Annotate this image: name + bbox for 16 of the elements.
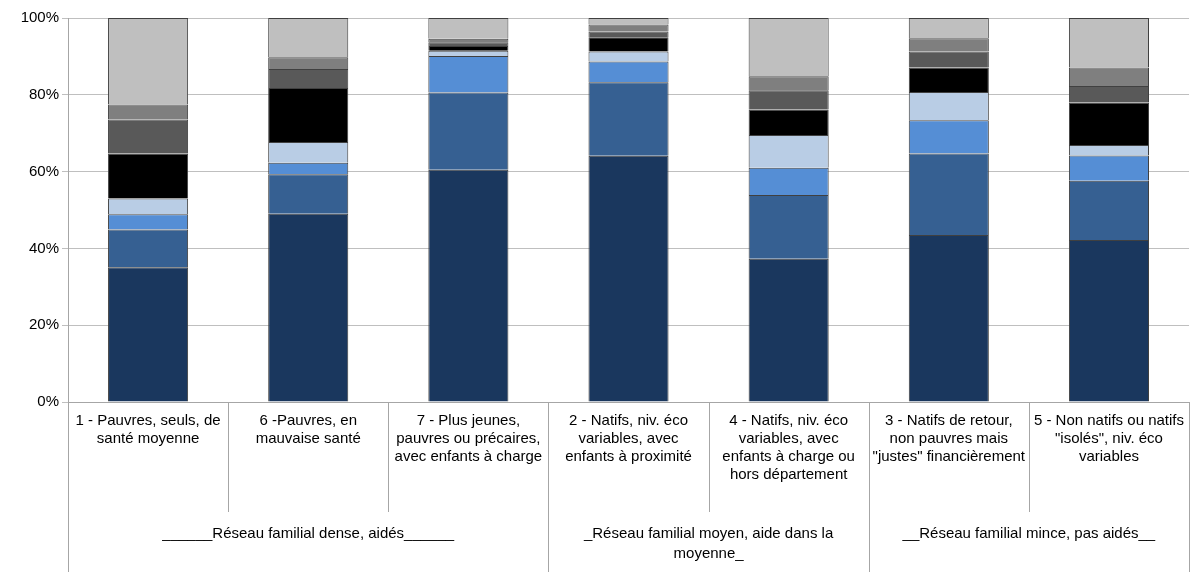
x-tick-label: 2 - Natifs, niv. éco variables, avec enfants à proximité — [565, 411, 692, 465]
x-tick-label: 4 - Natifs, niv. éco variables, avec enfants à charge ou hors département — [722, 411, 855, 483]
y-tick-label: 20% — [28, 315, 59, 333]
y-tick-label: 100% — [20, 8, 59, 26]
x-tick-label: 5 - Non natifs ou natifs "isolés", niv. éco variables — [1033, 411, 1185, 465]
text: ______Réseau familial dense, aidés______ — [161, 523, 455, 541]
x-tick-label: 7 - Plus jeunes, pauvres ou précaires, avec enfants à charge — [394, 411, 543, 465]
text: __Réseau familial mince, pas aidés__ — [901, 523, 1156, 541]
x-tick-label: 1 - Pauvres, seuls, de santé moyenne — [75, 411, 221, 447]
x-tick-label: 6 -Pauvres, en mauvaise santé — [255, 411, 361, 447]
y-tick-label: 60% — [28, 161, 59, 179]
y-tick-label: 40% — [28, 238, 59, 256]
y-tick-label: 80% — [28, 84, 59, 102]
text: _Réseau familial moyen, aide dans la moyenne_ — [582, 523, 834, 561]
y-tick-label: 0% — [37, 392, 59, 410]
x-tick-label: 3 - Natifs de retour, non pauvres mais "justes" financièrement — [872, 411, 1026, 465]
